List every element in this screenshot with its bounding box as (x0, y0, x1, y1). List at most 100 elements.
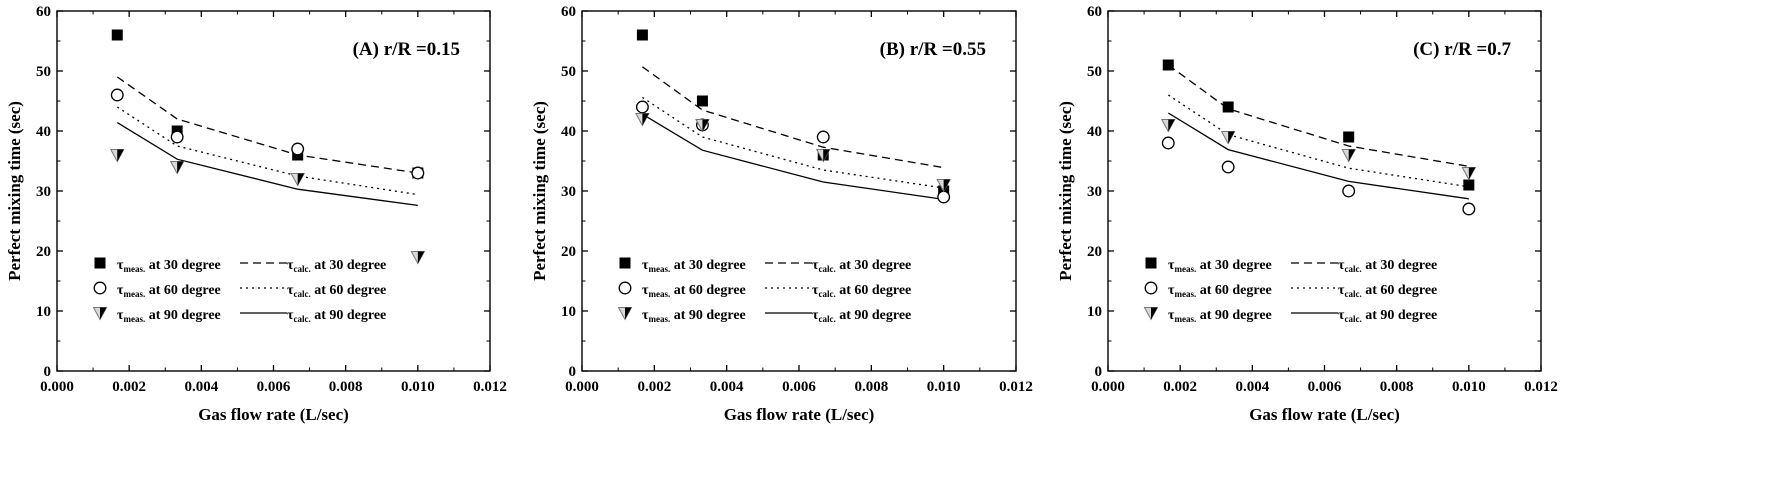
data-point-open-circle (937, 190, 951, 204)
x-tick-label: 0.002 (637, 379, 671, 395)
legend-item: τmeas. at 30 degree (1145, 257, 1272, 274)
legend: τmeas. at 30 degree τmeas. at 60 degree τm… (92, 257, 386, 324)
y-tick-label: 40 (561, 124, 576, 140)
legend-label: τcalc. at 90 degree (1338, 308, 1437, 324)
legend-item: τcalc. at 60 degree (240, 283, 386, 299)
y-tick-label: 20 (36, 244, 51, 260)
x-tick-label: 0.004 (1235, 379, 1269, 395)
x-axis-title: Gas flow rate (L/sec) (198, 405, 349, 424)
legend-label: τmeas. at 90 degree (642, 308, 746, 324)
legend-marker-half-triangle-down-dark-half (625, 307, 632, 320)
legend-item: τmeas. at 60 degree (93, 281, 221, 299)
x-tick-label: 0.000 (1091, 379, 1125, 395)
data-point-half-triangle-down-dark-half (1468, 167, 1476, 180)
x-tick-label: 0.000 (565, 379, 599, 395)
x-tick-label: 0.010 (927, 379, 961, 395)
data-point-half-triangle-down (290, 173, 306, 187)
data-point-half-triangle-down-dark-half (642, 113, 649, 126)
y-tick-label: 0 (1095, 364, 1103, 380)
y-tick-label: 10 (36, 304, 51, 320)
data-point-half-triangle-down (1461, 167, 1477, 181)
legend-item: τcalc. at 90 degree (240, 308, 386, 324)
series-line-solid (1167, 112, 1469, 200)
legend-label: τmeas. at 60 degree (117, 283, 221, 299)
legend-label: τcalc. at 60 degree (812, 283, 911, 299)
data-point-open-circle (411, 166, 425, 180)
data-point-half-triangle-down (169, 161, 185, 175)
x-tick-label: 0.000 (40, 379, 74, 395)
legend-label: τmeas. at 30 degree (642, 258, 746, 274)
x-axis-title: Gas flow rate (L/sec) (724, 405, 875, 424)
legend-label: τcalc. at 30 degree (287, 258, 386, 274)
series-line-dotted (116, 106, 418, 196)
legend-label: τcalc. at 90 degree (287, 308, 386, 324)
chart-panel-1: 0 10 20 30 40 50 60 0.000 0.002 0.004 0.006 0.008 0.… (5, 4, 507, 424)
panel-title: (A) r/R =0.15 (353, 39, 460, 60)
data-point-open-circle (1462, 202, 1476, 216)
legend-item: τmeas. at 60 degree (618, 281, 746, 299)
series-line-dashed (1167, 64, 1469, 168)
legend-item: τcalc. at 30 degree (240, 258, 386, 274)
x-tick-label: 0.004 (710, 379, 744, 395)
data-point-half-triangle-down-dark-half (1228, 131, 1235, 144)
legend-marker-filled-square (619, 257, 631, 269)
data-point-open-circle (1342, 184, 1356, 198)
legend-label: τcalc. at 30 degree (812, 258, 911, 274)
legend-item: τcalc. at 30 degree (1291, 258, 1437, 274)
series-line-solid (116, 122, 418, 207)
series-line-solid (642, 113, 944, 201)
legend-marker-half-triangle-down (92, 307, 108, 321)
data-point-half-triangle-down (1160, 119, 1176, 133)
legend-item: τmeas. at 30 degree (619, 257, 746, 274)
legend-marker-filled-square (1145, 257, 1157, 269)
data-point-half-triangle-down (410, 251, 426, 265)
series-line-dotted (642, 96, 944, 189)
y-axis-title: Perfect mixing time (sec) (1056, 101, 1075, 281)
y-tick-label: 30 (561, 184, 576, 200)
legend-marker-half-triangle-down (617, 307, 633, 321)
data-point-half-triangle-down-dark-half (702, 119, 709, 132)
y-tick-label: 10 (1087, 304, 1102, 320)
x-tick-label: 0.008 (854, 379, 888, 395)
y-tick-label: 30 (1087, 184, 1102, 200)
data-point-half-triangle-down (695, 119, 710, 133)
legend-item: τmeas. at 90 degree (617, 307, 746, 324)
legend-label: τcalc. at 60 degree (1338, 283, 1437, 299)
x-tick-label: 0.012 (999, 379, 1033, 395)
y-tick-label: 50 (1087, 64, 1102, 80)
series-line-dashed (642, 66, 944, 169)
y-axis-title: Perfect mixing time (sec) (530, 101, 549, 281)
legend-marker-open-circle (93, 281, 107, 295)
data-point-half-triangle-down-dark-half (177, 161, 184, 174)
x-tick-label: 0.012 (473, 379, 507, 395)
legend-marker-open-circle (1144, 281, 1158, 295)
data-point-filled-square (111, 29, 123, 41)
y-tick-label: 30 (36, 184, 51, 200)
legend-label: τmeas. at 30 degree (117, 258, 221, 274)
x-axis-title: Gas flow rate (L/sec) (1249, 405, 1400, 424)
data-point-open-circle (170, 130, 184, 144)
data-point-half-triangle-down (815, 149, 831, 163)
legend-item: τmeas. at 90 degree (92, 307, 221, 324)
x-tick-label: 0.008 (329, 379, 363, 395)
x-tick-label: 0.006 (257, 379, 291, 395)
data-point-open-circle (635, 100, 649, 114)
y-tick-label: 10 (561, 304, 576, 320)
series-line-dashed (116, 76, 418, 174)
data-point-open-circle (291, 142, 305, 156)
data-point-half-triangle-down-dark-half (1348, 149, 1356, 162)
y-tick-label: 50 (561, 64, 576, 80)
y-tick-label: 20 (561, 244, 576, 260)
data-point-filled-square (696, 95, 708, 107)
x-tick-label: 0.006 (782, 379, 816, 395)
legend-label: τcalc. at 30 degree (1338, 258, 1437, 274)
data-point-open-circle (1161, 136, 1175, 150)
data-point-filled-square (1463, 179, 1475, 191)
data-point-half-triangle-down (109, 149, 125, 163)
data-point-half-triangle-down (1220, 131, 1236, 145)
y-tick-label: 60 (36, 4, 51, 20)
data-point-half-triangle-down-dark-half (297, 173, 305, 186)
legend-item: τcalc. at 90 degree (765, 308, 911, 324)
y-tick-label: 40 (36, 124, 51, 140)
